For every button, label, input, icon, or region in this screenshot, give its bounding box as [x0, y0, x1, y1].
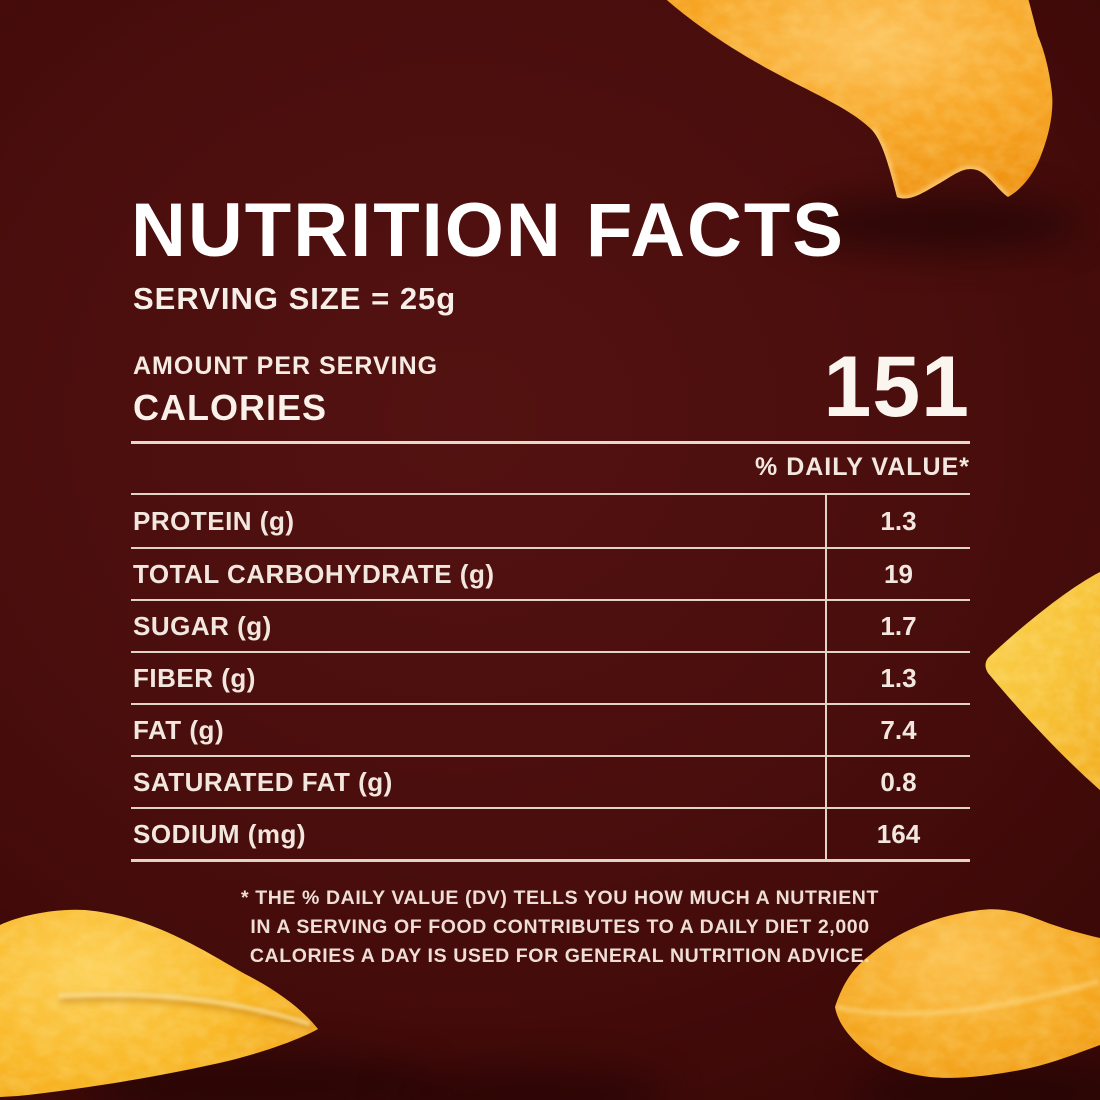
row-label: FAT (g) — [133, 714, 225, 745]
nutrition-table: PROTEIN (g) 1.3 TOTAL CARBOHYDRATE (g) 1… — [131, 493, 970, 862]
page-title: NUTRITION FACTS — [131, 188, 845, 273]
calories-divider-line — [131, 441, 970, 444]
calories-label: CALORIES — [133, 387, 328, 428]
chip-bottom-right-image — [835, 909, 1100, 1078]
row-value: 19 — [825, 549, 970, 599]
table-row: SUGAR (g) 1.7 — [131, 599, 970, 651]
chip-shadow — [790, 195, 1080, 253]
table-row: FAT (g) 7.4 — [131, 703, 970, 755]
row-value: 1.3 — [825, 653, 970, 703]
daily-value-footnote: * THE % DAILY VALUE (DV) TELLS YOU HOW M… — [140, 884, 980, 971]
amount-per-serving-label: AMOUNT PER SERVING — [133, 352, 439, 380]
row-value: 0.8 — [825, 757, 970, 807]
table-row: PROTEIN (g) 1.3 — [131, 495, 970, 547]
calories-row: AMOUNT PER SERVING CALORIES 151 — [133, 339, 970, 435]
serving-size-label: SERVING SIZE = 25g — [133, 281, 457, 316]
row-value: 7.4 — [825, 705, 970, 755]
chip-bottom-left-image — [0, 909, 318, 1097]
footnote-line: IN A SERVING OF FOOD CONTRIBUTES TO A DA… — [250, 916, 870, 938]
table-row: FIBER (g) 1.3 — [131, 651, 970, 703]
row-label: SUGAR (g) — [133, 610, 272, 641]
row-label: TOTAL CARBOHYDRATE (g) — [133, 558, 495, 589]
footnote-line: * THE % DAILY VALUE (DV) TELLS YOU HOW M… — [240, 887, 879, 909]
daily-value-header: % DAILY VALUE* — [755, 453, 970, 481]
row-value: 164 — [825, 809, 970, 859]
row-value: 1.3 — [825, 495, 970, 547]
calories-value: 151 — [823, 339, 970, 435]
chip-top-right-image — [660, 0, 1053, 199]
chip-right-edge-image — [985, 572, 1100, 790]
table-row: SODIUM (mg) 164 — [131, 807, 970, 859]
table-row: SATURATED FAT (g) 0.8 — [131, 755, 970, 807]
table-row: TOTAL CARBOHYDRATE (g) 19 — [131, 547, 970, 599]
row-value: 1.7 — [825, 601, 970, 651]
footnote-line: CALORIES A DAY IS USED FOR GENERAL NUTRI… — [249, 945, 871, 967]
row-label: FIBER (g) — [133, 662, 256, 693]
row-label: PROTEIN (g) — [133, 505, 295, 536]
row-label: SATURATED FAT (g) — [133, 766, 393, 797]
row-label: SODIUM (mg) — [133, 818, 307, 849]
